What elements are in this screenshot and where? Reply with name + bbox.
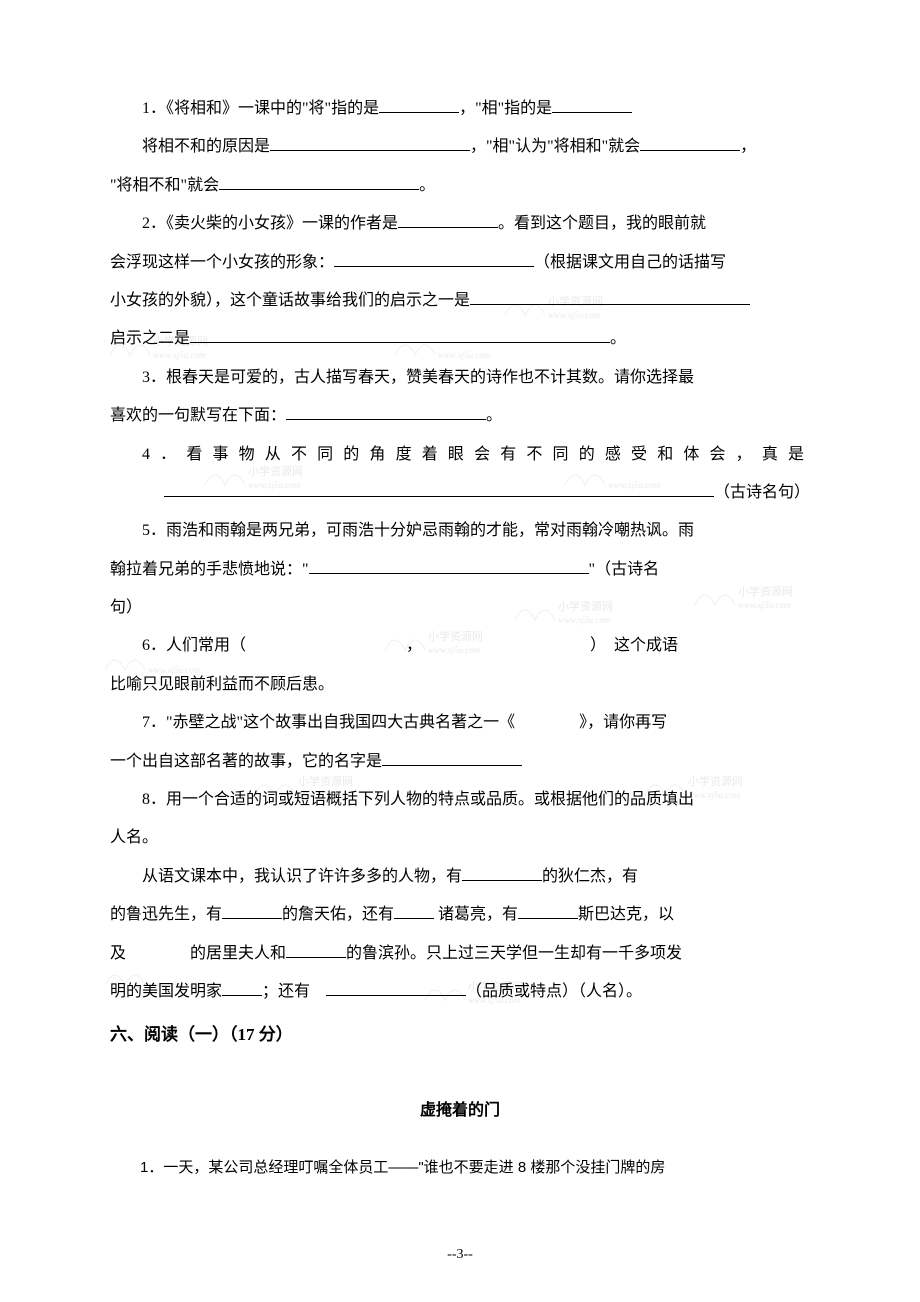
question-6: 6．人们常用（ ， ） 这个成语 <box>110 627 810 665</box>
blank <box>518 903 578 919</box>
question-1: 1．《将相和》一课中的"将"指的是 ，"相"指的是 <box>110 90 810 128</box>
q8-text: 的狄仁杰，有 <box>542 868 638 885</box>
blank <box>286 942 346 958</box>
question-3: 3．根春天是可爱的，古人描写春天，赞美春天的诗作也不计其数。请你选择最 <box>110 359 810 397</box>
q1-text: 。 <box>419 177 435 194</box>
question-2-line2: 会浮现这样一个小女孩的形象： （根据课文用自己的话描写 <box>110 244 810 282</box>
q3-text: 喜欢的一句默写在下面： <box>110 407 286 424</box>
q5-text: 句） <box>110 599 142 616</box>
q2-text: 会浮现这样一个小女孩的形象： <box>110 254 334 271</box>
question-6-line2: 比喻只见眼前利益而不顾后患。 <box>110 666 810 704</box>
blank <box>398 212 498 228</box>
question-7-line2: 一个出自这部名著的故事，它的名字是 <box>110 743 810 781</box>
question-5-line2: 翰拉着兄弟的手悲愤地说：" "（古诗名 <box>110 551 810 589</box>
question-8-line5: 及 的居里夫人和 的鲁滨孙。只上过三天学但一生却有一千多项发 <box>110 935 810 973</box>
q8-text: 从语文课本中，我认识了许许多多的人物，有 <box>142 868 462 885</box>
blank <box>190 327 610 343</box>
blank <box>394 903 434 919</box>
q3-text: 。 <box>486 407 502 424</box>
blank <box>552 97 632 113</box>
q2-text: 小女孩的外貌），这个童话故事给我们的启示之一是 <box>110 292 470 309</box>
question-8-line3: 从语文课本中，我认识了许许多多的人物，有 的狄仁杰，有 <box>110 858 810 896</box>
question-2-line3: 小女孩的外貌），这个童话故事给我们的启示之一是 <box>110 282 810 320</box>
q8-text: 的詹天佑，还有 <box>282 906 394 923</box>
section-6-heading: 六、阅读（一）（17 分） <box>110 1015 810 1056</box>
blank <box>219 174 419 190</box>
question-4: 4．看事物从不同的角度着眼会有不同的感受和体会，真是 <box>110 436 810 474</box>
q2-text: 。 <box>610 330 626 347</box>
q1-text: ，"相"认为"将相和"就会 <box>470 138 640 155</box>
document-body: 1．《将相和》一课中的"将"指的是 ，"相"指的是 将相不和的原因是 ，"相"认为"… <box>110 90 810 1184</box>
q8-text: 斯巴达克，以 <box>578 906 674 923</box>
q1-text: "将相不和"就会 <box>110 177 219 194</box>
blank <box>470 289 750 305</box>
page-number: --3-- <box>0 1238 920 1272</box>
question-5-line3: 句） <box>110 589 810 627</box>
question-3-line2: 喜欢的一句默写在下面： 。 <box>110 397 810 435</box>
q1-text: 1．《将相和》一课中的"将"指的是 <box>142 100 379 117</box>
q8-text: 明的美国发明家 <box>110 983 222 1000</box>
blank <box>286 404 486 420</box>
question-1-line2: 将相不和的原因是 ，"相"认为"将相和"就会 ， <box>110 128 810 166</box>
q2-text: 。看到这个题目，我的眼前就 <box>498 215 706 232</box>
q8-text: 的鲁滨孙。只上过三天学但一生却有一千多项发 <box>346 945 682 962</box>
q8-text: 人名。 <box>110 829 158 846</box>
question-5: 5．雨浩和雨翰是两兄弟，可雨浩十分妒忌雨翰的才能，常对雨翰冷嘲热讽。雨 <box>110 512 810 550</box>
q5-text: 翰拉着兄弟的手悲愤地说：" <box>110 561 309 578</box>
question-8-line2: 人名。 <box>110 819 810 857</box>
q7-text: 7．"赤壁之战"这个故事出自我国四大古典名著之一《 》，请你再写 <box>142 714 667 731</box>
blank <box>326 980 466 996</box>
q2-text: （根据课文用自己的话描写 <box>534 254 726 271</box>
blank <box>270 135 470 151</box>
passage-title: 虚掩着的门 <box>110 1092 810 1130</box>
blank <box>640 135 740 151</box>
question-2: 2．《卖火柴的小女孩》一课的作者是 。看到这个题目，我的眼前就 <box>110 205 810 243</box>
question-8-line4: 的鲁迅先生，有 的詹天佑，还有 诸葛亮，有 斯巴达克，以 <box>110 896 810 934</box>
q5-text: 5．雨浩和雨翰是两兄弟，可雨浩十分妒忌雨翰的才能，常对雨翰冷嘲热讽。雨 <box>142 522 694 539</box>
question-8: 8．用一个合适的词或短语概括下列人物的特点或品质。或根据他们的品质填出 <box>110 781 810 819</box>
q3-text: 3．根春天是可爱的，古人描写春天，赞美春天的诗作也不计其数。请你选择最 <box>142 369 694 386</box>
q6-text: 比喻只见眼前利益而不顾后患。 <box>110 676 334 693</box>
q8-text: 及 的居里夫人和 <box>110 945 286 962</box>
blank <box>382 750 522 766</box>
q8-text: （品质或特点）（人名）。 <box>466 983 642 1000</box>
question-4-line2: （古诗名句） <box>110 474 810 512</box>
q8-text: 诸葛亮，有 <box>434 906 518 923</box>
q5-text: "（古诗名 <box>589 561 660 578</box>
q1-text: ， <box>740 138 756 155</box>
q1-text: 将相不和的原因是 <box>142 138 270 155</box>
blank <box>222 980 262 996</box>
q7-text: 一个出自这部名著的故事，它的名字是 <box>110 753 382 770</box>
q8-text: 8．用一个合适的词或短语概括下列人物的特点或品质。或根据他们的品质填出 <box>142 791 694 808</box>
q2-text: 2．《卖火柴的小女孩》一课的作者是 <box>142 215 398 232</box>
question-7: 7．"赤壁之战"这个故事出自我国四大古典名著之一《 》，请你再写 <box>110 704 810 742</box>
question-1-line3: "将相不和"就会 。 <box>110 167 810 205</box>
q1-text: ，"相"指的是 <box>459 100 552 117</box>
q4-text: 4．看事物从不同的角度着眼会有不同的感受和体会，真是 <box>142 446 810 463</box>
q2-text: 启示之二是 <box>110 330 190 347</box>
question-8-line6: 明的美国发明家 ；还有 （品质或特点）（人名）。 <box>110 973 810 1011</box>
q8-text: ；还有 <box>262 983 326 1000</box>
question-2-line4: 启示之二是 。 <box>110 320 810 358</box>
q4-text: （古诗名句） <box>714 484 810 501</box>
q8-text: 的鲁迅先生，有 <box>110 906 222 923</box>
blank <box>164 481 714 497</box>
q6-text: 6．人们常用（ ， ） 这个成语 <box>142 637 678 654</box>
blank <box>309 558 589 574</box>
blank <box>334 251 534 267</box>
passage-paragraph-1: 1．一天，某公司总经理叮嘱全体员工——"谁也不要走进 8 楼那个没挂门牌的房 <box>110 1151 810 1184</box>
blank <box>379 97 459 113</box>
blank <box>222 903 282 919</box>
blank <box>462 865 542 881</box>
